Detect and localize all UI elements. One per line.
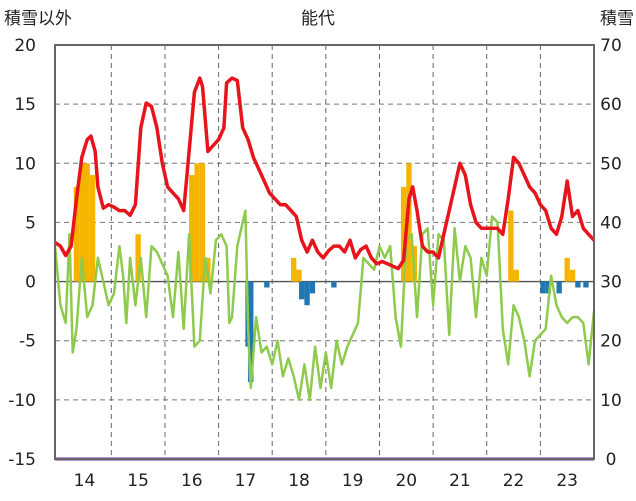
orange-bar <box>400 186 407 282</box>
left-tick-label: -15 <box>8 450 36 470</box>
blue-bar <box>304 281 310 306</box>
x-tick-label: 17 <box>235 471 257 491</box>
orange-bar <box>84 163 90 282</box>
left-tick-label: 10 <box>14 154 36 174</box>
x-tick-label: 23 <box>556 471 578 491</box>
orange-bar <box>569 269 576 282</box>
orange-bar <box>79 163 85 282</box>
right-tick-label: 0 <box>606 450 617 470</box>
orange-bar <box>290 257 297 282</box>
orange-bar <box>513 269 519 282</box>
red-series-line <box>54 76 596 271</box>
x-tick-label: 19 <box>342 471 364 491</box>
right-tick-label: 40 <box>600 213 622 233</box>
right-tick-label: 70 <box>600 36 622 56</box>
x-tick-label: 21 <box>449 471 471 491</box>
orange-bar <box>199 163 206 282</box>
orange-bar <box>194 163 200 282</box>
blue-bar <box>583 281 589 288</box>
left-tick-label: 15 <box>14 95 36 115</box>
orange-bar <box>296 269 302 282</box>
left-tick-label: 20 <box>14 36 36 56</box>
left-tick-label: 0 <box>25 273 36 293</box>
blue-bar <box>575 281 581 288</box>
right-tick-label: 30 <box>600 273 622 293</box>
left-tick-label: 5 <box>25 213 36 233</box>
orange-bar <box>189 175 195 282</box>
orange-bar <box>135 234 141 282</box>
right-tick-label: 10 <box>600 391 622 411</box>
orange-bar <box>406 163 412 282</box>
blue-bar <box>545 281 552 294</box>
left-tick-label: -10 <box>8 391 36 411</box>
blue-bar <box>309 281 316 294</box>
blue-bar <box>248 281 254 383</box>
left-tick-label: -5 <box>19 332 36 352</box>
blue-bar <box>299 281 305 300</box>
right-tick-label: 60 <box>600 95 622 115</box>
orange-bar <box>564 257 570 282</box>
x-tick-label: 16 <box>181 471 203 491</box>
orange-bar <box>508 210 514 282</box>
green-series-line <box>53 209 596 402</box>
x-tick-label: 18 <box>288 471 310 491</box>
chart-title: 能代 <box>301 9 335 29</box>
x-tick-label: 15 <box>127 471 149 491</box>
blue-bar <box>556 281 562 294</box>
blue-bar <box>540 281 546 294</box>
right-tick-label: 50 <box>600 154 622 174</box>
x-tick-label: 20 <box>395 471 417 491</box>
orange-bar <box>73 186 80 282</box>
plot-frame <box>54 44 595 460</box>
right-tick-label: 20 <box>600 332 622 352</box>
orange-bar <box>89 175 96 282</box>
x-tick-label: 14 <box>74 471 96 491</box>
right-axis-label: 積雪 <box>600 9 634 29</box>
blue-bar <box>264 281 270 288</box>
x-tick-label: 22 <box>503 471 525 491</box>
left-axis-label: 積雪以外 <box>4 9 72 29</box>
blue-bar <box>331 281 337 288</box>
